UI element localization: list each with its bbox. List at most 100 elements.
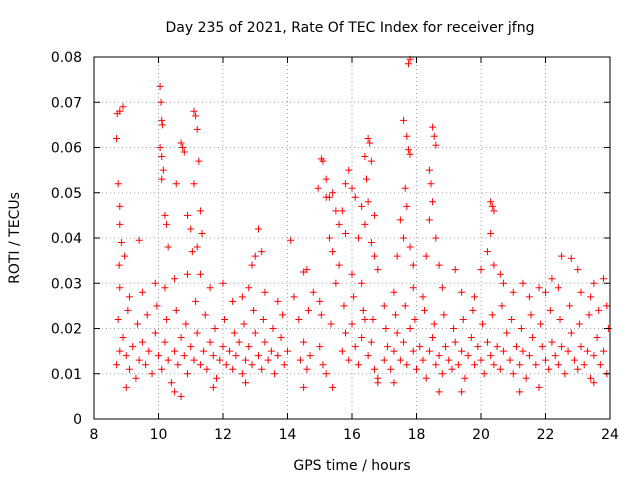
data-point <box>142 361 150 369</box>
data-point <box>264 356 272 364</box>
data-point <box>145 347 153 355</box>
data-point <box>238 293 246 301</box>
data-point <box>135 356 143 364</box>
data-point <box>393 329 401 337</box>
data-point <box>172 306 180 314</box>
data-point <box>500 279 508 287</box>
data-point <box>158 116 166 124</box>
data-point <box>574 266 582 274</box>
data-point <box>251 252 259 260</box>
data-point <box>167 379 175 387</box>
data-point <box>506 356 514 364</box>
data-point <box>593 334 601 342</box>
data-point <box>319 157 327 165</box>
data-point <box>600 275 608 283</box>
data-point <box>564 347 572 355</box>
data-point <box>548 338 556 346</box>
data-point <box>116 284 124 292</box>
data-point <box>537 320 545 328</box>
data-point <box>458 288 466 296</box>
data-point <box>329 248 337 256</box>
data-point <box>184 211 192 219</box>
data-point <box>345 166 353 174</box>
data-point <box>174 361 182 369</box>
data-point <box>587 374 595 382</box>
data-point <box>527 311 535 319</box>
data-point <box>556 315 564 323</box>
data-point <box>158 175 166 183</box>
data-point <box>213 374 221 382</box>
data-point <box>438 284 446 292</box>
data-point <box>367 157 375 165</box>
data-point <box>432 234 440 242</box>
data-point <box>161 338 169 346</box>
data-point <box>322 175 330 183</box>
data-point <box>209 383 217 391</box>
data-point <box>546 306 554 314</box>
data-point <box>493 343 501 351</box>
data-point <box>409 284 417 292</box>
data-point <box>177 139 185 147</box>
data-point <box>361 315 369 323</box>
data-point <box>219 279 227 287</box>
data-point <box>196 207 204 215</box>
data-point <box>304 306 312 314</box>
data-point <box>342 329 350 337</box>
data-point <box>327 320 335 328</box>
data-point <box>595 306 603 314</box>
y-tick-label: 0.02 <box>51 322 82 338</box>
data-point <box>363 175 371 183</box>
data-point <box>280 361 288 369</box>
data-point <box>590 279 598 287</box>
x-tick-label: 14 <box>279 427 297 443</box>
data-point <box>329 383 337 391</box>
data-point <box>250 306 258 314</box>
data-point <box>338 347 346 355</box>
data-point <box>192 112 200 120</box>
data-point <box>509 288 517 296</box>
data-point <box>316 343 324 351</box>
data-point <box>138 338 146 346</box>
data-point <box>300 268 308 276</box>
data-point <box>113 134 121 142</box>
data-point <box>425 347 433 355</box>
data-point <box>396 216 404 224</box>
data-point <box>229 365 237 373</box>
data-point <box>359 306 367 314</box>
data-point <box>467 334 475 342</box>
data-point <box>487 229 495 237</box>
data-point <box>190 107 198 115</box>
data-point <box>138 288 146 296</box>
y-tick-label: 0.08 <box>51 50 82 66</box>
data-point <box>135 236 143 244</box>
data-point <box>164 243 172 251</box>
x-tick-label: 10 <box>150 427 168 443</box>
data-point <box>451 338 459 346</box>
data-point <box>156 82 164 90</box>
data-point <box>517 325 525 332</box>
data-point <box>114 180 122 188</box>
data-point <box>571 356 579 364</box>
data-point <box>358 202 366 210</box>
data-point <box>151 279 159 287</box>
data-point <box>471 293 479 301</box>
data-point <box>350 293 358 301</box>
data-point <box>254 225 262 233</box>
data-point <box>163 315 171 323</box>
data-point <box>338 207 346 215</box>
data-point <box>198 229 206 237</box>
data-point <box>193 329 201 337</box>
data-point <box>480 370 488 378</box>
data-point <box>335 261 343 269</box>
data-point <box>429 334 437 342</box>
data-point <box>535 383 543 391</box>
data-point <box>479 320 487 328</box>
data-point <box>503 329 511 337</box>
data-point <box>583 347 591 355</box>
data-point <box>382 325 390 332</box>
data-point <box>182 320 190 328</box>
data-point <box>542 356 549 364</box>
data-point <box>590 379 598 387</box>
data-point <box>396 356 404 364</box>
data-point <box>238 370 246 378</box>
